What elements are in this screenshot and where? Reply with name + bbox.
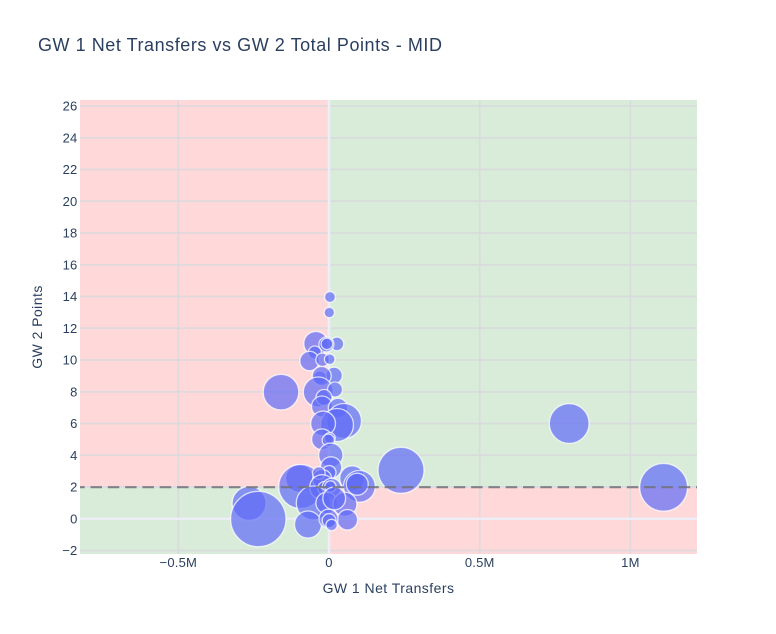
svg-text:12: 12 bbox=[63, 321, 78, 336]
svg-text:16: 16 bbox=[63, 257, 78, 272]
svg-text:4: 4 bbox=[70, 448, 77, 463]
svg-text:0.5M: 0.5M bbox=[465, 555, 495, 570]
svg-text:24: 24 bbox=[63, 130, 78, 145]
svg-text:−2: −2 bbox=[62, 543, 77, 558]
svg-text:0: 0 bbox=[325, 555, 332, 570]
svg-text:0: 0 bbox=[70, 511, 77, 526]
svg-text:GW 2 Points: GW 2 Points bbox=[29, 285, 45, 369]
svg-text:GW 1 Net Transfers: GW 1 Net Transfers bbox=[323, 580, 455, 596]
svg-text:GW 1 Net Transfers vs GW 2 Tot: GW 1 Net Transfers vs GW 2 Total Points … bbox=[38, 35, 443, 55]
svg-text:14: 14 bbox=[63, 289, 78, 304]
svg-text:10: 10 bbox=[63, 353, 78, 368]
svg-text:18: 18 bbox=[63, 226, 78, 241]
svg-text:20: 20 bbox=[63, 194, 78, 209]
svg-text:1M: 1M bbox=[621, 555, 639, 570]
svg-text:26: 26 bbox=[63, 99, 78, 114]
svg-text:8: 8 bbox=[70, 384, 77, 399]
svg-text:2: 2 bbox=[70, 480, 77, 495]
svg-text:−0.5M: −0.5M bbox=[160, 555, 198, 570]
svg-text:22: 22 bbox=[63, 162, 78, 177]
svg-text:6: 6 bbox=[70, 416, 77, 431]
